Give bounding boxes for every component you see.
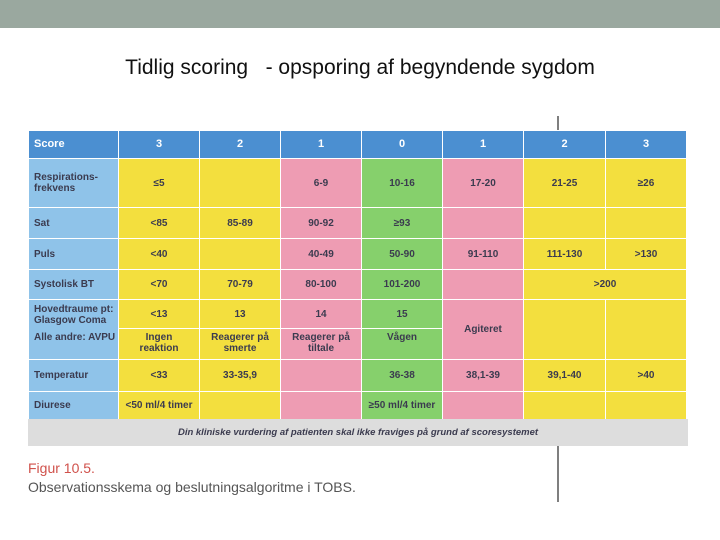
table-cell <box>605 391 687 420</box>
top-bar <box>0 0 720 28</box>
table-cell: Agiteret <box>442 299 524 360</box>
table-cell <box>605 207 687 239</box>
table-cell: 40-49 <box>280 238 362 270</box>
table-cell: 80-100 <box>280 269 362 300</box>
table-cell: >40 <box>605 359 687 392</box>
row-label: Systolisk BT <box>28 269 119 300</box>
table-cell: <13 <box>118 299 200 329</box>
table-cell: Reagerer på tiltale <box>280 328 362 360</box>
table-cell: 6-9 <box>280 158 362 208</box>
table-row: Diurese <50 ml/4 timer ≥50 ml/4 timer <box>28 391 687 420</box>
header-cell: 3 <box>118 130 200 159</box>
header-cell: 2 <box>199 130 281 159</box>
table-cell: <40 <box>118 238 200 270</box>
table-cell: 111-130 <box>523 238 606 270</box>
observation-table: Score 3 2 1 0 1 2 3 Respirations- frekve… <box>28 130 687 420</box>
table-cell <box>280 391 362 420</box>
table-cell: 10-16 <box>361 158 443 208</box>
table-cell: 36-38 <box>361 359 443 392</box>
table-cell: 21-25 <box>523 158 606 208</box>
header-cell: 1 <box>280 130 362 159</box>
table-row: Hovedtraume pt: Glasgow Coma <13 13 14 1… <box>28 299 687 360</box>
row-label: Temperatur <box>28 359 119 392</box>
table-cell: <50 ml/4 timer <box>118 391 200 420</box>
table-cell <box>199 158 281 208</box>
header-cell: 2 <box>523 130 606 159</box>
table-cell: 15 <box>361 299 443 329</box>
table-cell <box>442 269 524 300</box>
row-label: Respirations- frekvens <box>28 158 119 208</box>
table-cell <box>442 391 524 420</box>
table-cell <box>199 238 281 270</box>
table-cell: ≥26 <box>605 158 687 208</box>
table-cell: 39,1-40 <box>523 359 606 392</box>
table-cell: Reagerer på smerte <box>199 328 281 360</box>
table-cell: <70 <box>118 269 200 300</box>
row-label: Sat <box>28 207 119 239</box>
table-cell <box>523 299 606 360</box>
figure-caption: Observationsskema og beslutningsalgoritm… <box>28 479 356 495</box>
table-cell: 101-200 <box>361 269 443 300</box>
table-cell <box>280 359 362 392</box>
header-cell: 1 <box>442 130 524 159</box>
table-cell: ≤5 <box>118 158 200 208</box>
table-row: Respirations- frekvens ≤5 6-9 10-16 17-2… <box>28 158 687 208</box>
table-cell: 13 <box>199 299 281 329</box>
table-cell: <85 <box>118 207 200 239</box>
header-row: Score 3 2 1 0 1 2 3 <box>28 130 687 159</box>
table-cell: 85-89 <box>199 207 281 239</box>
table-cell: 38,1-39 <box>442 359 524 392</box>
figure-number: Figur 10.5. <box>28 460 95 476</box>
header-score: Score <box>28 130 119 159</box>
table-cell: 50-90 <box>361 238 443 270</box>
table-cell: 14 <box>280 299 362 329</box>
table-cell: 70-79 <box>199 269 281 300</box>
table-cell: Vågen <box>361 328 443 360</box>
table-row: Sat <85 85-89 90-92 ≥93 <box>28 207 687 239</box>
table-cell: <33 <box>118 359 200 392</box>
table-cell: 90-92 <box>280 207 362 239</box>
row-label: Diurese <box>28 391 119 420</box>
table-row: Temperatur <33 33-35,9 36-38 38,1-39 39,… <box>28 359 687 392</box>
table-cell: 91-110 <box>442 238 524 270</box>
table-footnote: Din kliniske vurdering af patienten skal… <box>28 419 688 446</box>
row-label: Alle andre: AVPU <box>28 328 119 360</box>
table-row: Puls <40 40-49 50-90 91-110 111-130 >130 <box>28 238 687 270</box>
table-cell <box>442 207 524 239</box>
table-cell <box>605 299 687 360</box>
table-cell: >130 <box>605 238 687 270</box>
slide-title: Tidlig scoring - opsporing af begyndende… <box>125 56 595 79</box>
row-label: Puls <box>28 238 119 270</box>
header-cell: 0 <box>361 130 443 159</box>
table-cell: ≥93 <box>361 207 443 239</box>
table-cell: Ingen reaktion <box>118 328 200 360</box>
table-row: Systolisk BT <70 70-79 80-100 101-200 >2… <box>28 269 687 300</box>
table-cell <box>199 391 281 420</box>
table-cell <box>523 391 606 420</box>
table-row: Alle andre: AVPU Ingen reaktion Reagerer… <box>28 328 687 360</box>
table-cell: 33-35,9 <box>199 359 281 392</box>
table-cell: 17-20 <box>442 158 524 208</box>
header-cell: 3 <box>605 130 687 159</box>
table-cell <box>523 207 606 239</box>
table-cell: ≥50 ml/4 timer <box>361 391 443 420</box>
row-label: Hovedtraume pt: Glasgow Coma <box>28 299 119 329</box>
table-cell: >200 <box>523 269 687 300</box>
